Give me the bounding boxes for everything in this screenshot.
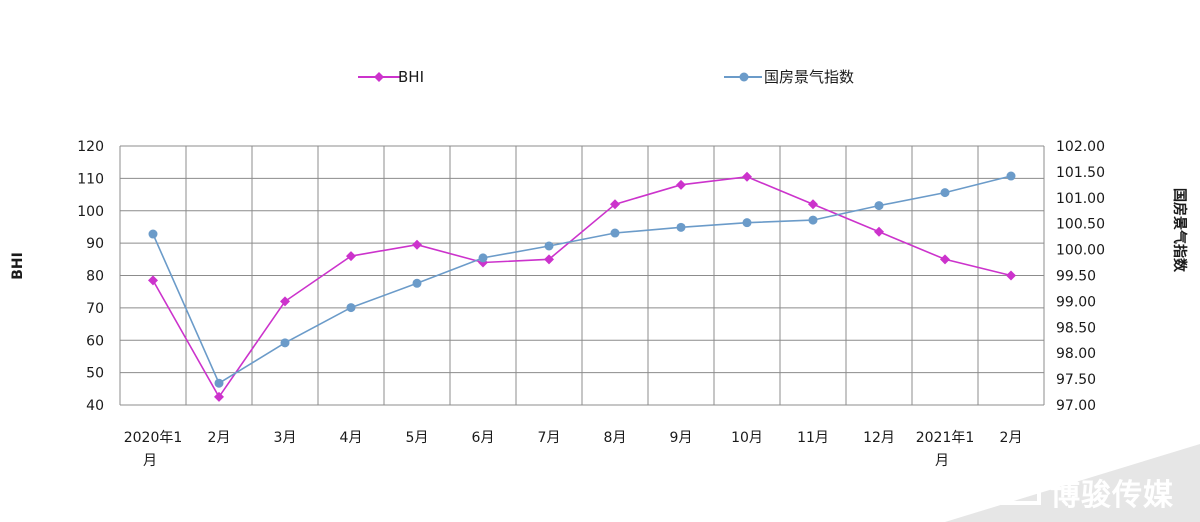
- series-line-bhi: [152, 175, 1012, 399]
- x-tick-label: 4月: [340, 430, 363, 446]
- data-point-bhi: [676, 179, 686, 190]
- x-axis-ticks: 2020年1 月 2月 3月 4月 5月 6月 7月 8月 9月 10月 11月 12月 2021年1 月 2…: [124, 430, 1023, 469]
- data-point-bhi: [742, 171, 752, 182]
- data-point-guofang: [676, 222, 686, 232]
- legend-item-guofang: 国房景气指数: [724, 68, 854, 86]
- legend-item-bhi: BHI: [358, 68, 424, 86]
- x-tick-label: 8月: [604, 430, 627, 446]
- left-tick-label: 50: [86, 366, 104, 382]
- data-point-guofang: [148, 229, 158, 239]
- right-tick-label: 99.00: [1056, 294, 1096, 310]
- data-point-guofang: [412, 278, 422, 288]
- x-tick-label: 2021年1 月: [916, 430, 975, 469]
- left-tick-label: 110: [77, 171, 104, 187]
- left-tick-label: 90: [86, 236, 104, 252]
- data-point-bhi: [544, 254, 554, 265]
- right-tick-label: 99.50: [1056, 269, 1096, 285]
- left-tick-label: 60: [86, 333, 104, 349]
- x-tick-label: 2020年1 月: [124, 430, 183, 469]
- data-point-bhi: [412, 239, 422, 250]
- data-point-guofang: [544, 241, 554, 251]
- data-point-bhi: [874, 226, 884, 237]
- data-point-guofang: [742, 218, 752, 228]
- x-tick-label: 2月: [1000, 430, 1023, 446]
- data-point-bhi: [808, 199, 818, 210]
- right-axis-ticks: 97.00 97.50 98.00 98.50 99.00 99.50 100.00 100.…: [1056, 139, 1105, 414]
- legend-marker-bhi: [374, 72, 384, 82]
- x-tick-label: 2月: [208, 430, 231, 446]
- watermark-text: 博骏传媒: [1050, 478, 1174, 513]
- left-tick-label: 100: [77, 204, 104, 220]
- x-tick-label: 12月: [863, 430, 895, 446]
- left-tick-label: 80: [86, 269, 104, 285]
- left-axis-title: BHI: [10, 252, 26, 280]
- right-tick-label: 101.50: [1056, 165, 1105, 181]
- data-point-bhi: [148, 275, 158, 286]
- right-tick-label: 97.50: [1056, 372, 1096, 388]
- left-tick-label: 120: [77, 139, 104, 155]
- watermark-logo-icon: [1001, 463, 1041, 505]
- x-tick-label: 7月: [538, 430, 561, 446]
- right-tick-label: 100.50: [1056, 217, 1105, 233]
- data-point-guofang: [214, 378, 224, 388]
- data-point-bhi: [214, 391, 224, 402]
- series-layer: [148, 171, 1016, 402]
- x-tick-label: 5月: [406, 430, 429, 446]
- right-tick-label: 97.00: [1056, 398, 1096, 414]
- data-point-guofang: [1006, 171, 1016, 181]
- plot-grid: [119, 145, 1045, 406]
- data-point-bhi: [346, 251, 356, 262]
- right-axis-title: 国房景气指数: [1171, 188, 1188, 273]
- data-point-bhi: [610, 199, 620, 210]
- right-tick-label: 102.00: [1056, 139, 1105, 155]
- data-point-guofang: [610, 228, 620, 238]
- data-point-guofang: [940, 188, 950, 198]
- legend-marker-guofang: [739, 72, 749, 82]
- left-tick-label: 40: [86, 398, 104, 414]
- x-tick-label: 11月: [797, 430, 829, 446]
- data-point-guofang: [874, 201, 884, 211]
- x-tick-label: 9月: [670, 430, 693, 446]
- data-point-guofang: [280, 338, 290, 348]
- right-tick-label: 100.00: [1056, 243, 1105, 259]
- data-point-guofang: [808, 215, 818, 225]
- legend-label-bhi: BHI: [398, 68, 424, 86]
- right-tick-label: 98.00: [1056, 346, 1096, 362]
- x-tick-label: 6月: [472, 430, 495, 446]
- legend: BHI 国房景气指数: [358, 68, 854, 86]
- x-tick-label: 10月: [731, 430, 763, 446]
- data-point-bhi: [1006, 270, 1016, 281]
- data-point-bhi: [940, 254, 950, 265]
- data-point-bhi: [280, 296, 290, 307]
- data-point-guofang: [346, 303, 356, 313]
- legend-label-guofang: 国房景气指数: [764, 68, 854, 86]
- left-axis-ticks: 40 50 60 70 80 90 100 110 120: [77, 139, 104, 414]
- series-line-guofang: [152, 175, 1012, 385]
- right-tick-label: 101.00: [1056, 191, 1105, 207]
- data-point-guofang: [478, 253, 488, 263]
- watermark: 博骏传媒: [945, 444, 1200, 522]
- x-tick-label: 3月: [274, 430, 297, 446]
- right-tick-label: 98.50: [1056, 320, 1096, 336]
- left-tick-label: 70: [86, 301, 104, 317]
